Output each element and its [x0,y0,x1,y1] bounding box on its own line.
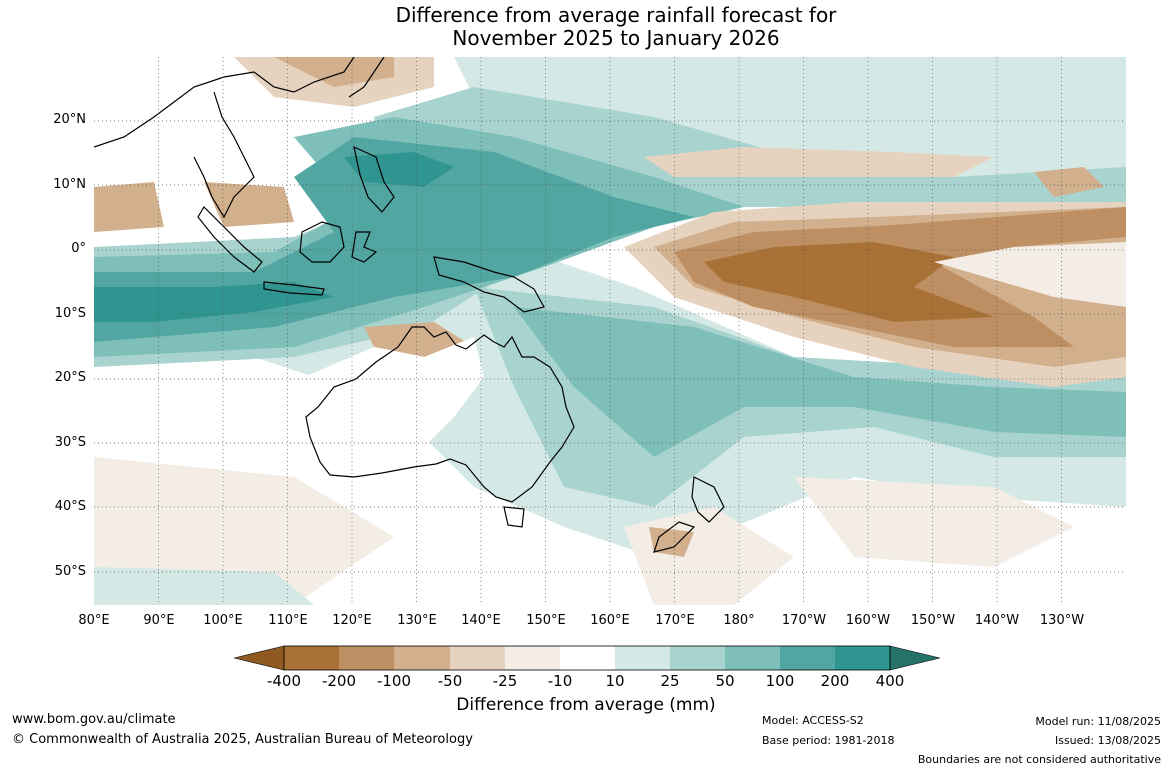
disclaimer-text: Boundaries are not considered authoritat… [917,753,1161,766]
australia-coastline [305,326,575,503]
brown-indochina [204,182,294,227]
lat-label-30s: 30°S [54,435,86,450]
neutral-australia [304,337,484,467]
colorbar-label-100: 100 [765,672,795,690]
lon-label-170e: 170°E [655,613,695,628]
teal-sw-corner [94,567,314,605]
colorbar-label-10: 10 [605,672,625,690]
colorbar-label-m25: -25 [492,672,518,690]
colorbar-label-25: 25 [660,672,680,690]
copyright-text: © Commonwealth of Australia 2025, Austra… [12,732,473,747]
new-zealand-north-coastline [691,476,725,523]
colorbar-segment-m400-m200 [284,646,339,670]
lon-label-130w: 130°W [1039,613,1085,628]
lon-label-110e: 110°E [268,613,308,628]
lon-label-150e: 150°E [526,613,566,628]
lon-label-170w: 170°W [781,613,827,628]
colorbar-label-m100: -100 [376,672,412,690]
colorbar-segment-100-200 [780,646,835,670]
lon-label-90e: 90°E [143,613,175,628]
asia-mainland-coastline [94,57,355,219]
colorbar-label-50: 50 [715,672,735,690]
japan-coastline [348,57,385,98]
colorbar-segment-200-400 [835,646,890,670]
lon-label-130e: 130°E [397,613,437,628]
brown-south-pacific [794,477,1074,567]
colorbar-segment-m100-m50 [394,646,450,670]
brown-hawaii-patch [1034,167,1104,197]
teal-strong-spcz [514,307,1126,457]
colorbar-segment-50-100 [725,646,780,670]
lat-label-50s: 50°S [54,564,86,579]
lat-label-40s: 40°S [54,499,86,514]
off-white-east-pacific [934,242,1126,307]
brown-bay-bengal [94,182,164,232]
brown-south-indian [94,457,394,605]
base-period-text: Base period: 1981-2018 [762,734,895,747]
brown-north-pacific [644,147,994,177]
philippines-coastline [353,145,395,213]
brown-core-equatorial [704,242,994,322]
lon-label-160e: 160°E [590,613,630,628]
colorbar-label-200: 200 [820,672,850,690]
java-coastline [263,281,325,296]
colorbar-label-400: 400 [875,672,905,690]
colorbar-segment-m200-m100 [339,646,394,670]
colorbar-canvas [233,645,941,671]
tasmania-coastline [503,506,525,528]
lon-label-100e: 100°E [203,613,243,628]
colorbar-label-m10: -10 [547,672,573,690]
model-text: Model: ACCESS-S2 [762,714,864,727]
lat-label-10n: 10°N [53,177,86,192]
sumatra-coastline [197,206,263,273]
colorbar-arrow-high [889,645,941,671]
colorbar-segment-m25-m10 [505,646,560,670]
lon-label-140e: 140°E [461,613,501,628]
map-title: Difference from average rainfall forecas… [0,4,1173,50]
coastlines [94,57,725,553]
website-link[interactable]: www.bom.gov.au/climate [12,712,176,727]
lon-label-180: 180° [723,613,755,628]
map-canvas [94,57,1126,605]
colorbar-segment-m10-10 [560,646,615,670]
lat-label-20n: 20°N [53,112,86,127]
teal-philippine-core [344,152,454,187]
borneo-coastline [299,221,345,263]
colorbar-segment-25-50 [670,646,725,670]
lon-label-80e: 80°E [78,613,110,628]
colorbar-segment-m50-m25 [450,646,505,670]
rainfall-anomaly-shading [94,57,1126,605]
colorbar [233,645,941,671]
new-guinea-coastline [433,256,545,313]
colorbar-outline [283,645,891,671]
new-zealand-south-coastline [653,521,696,553]
rainfall-anomaly-map [94,57,1126,605]
brown-nz-patch [649,527,694,557]
colorbar-title: Difference from average (mm) [456,695,716,715]
brown-south-china [274,57,394,87]
lon-label-160w: 160°W [845,613,891,628]
teal-indian-core [94,282,334,322]
colorbar-label-m50: -50 [437,672,463,690]
lat-label-20s: 20°S [54,370,86,385]
lat-label-10s: 10°S [54,306,86,321]
colorbar-arrow-low [233,645,285,671]
lat-label-0: 0° [71,241,86,256]
colorbar-label-m400: -400 [266,672,302,690]
colorbar-segment-10-25 [615,646,670,670]
lon-label-120e: 120°E [332,613,372,628]
title-line-2: November 2025 to January 2026 [452,26,780,50]
lon-label-140w: 140°W [974,613,1020,628]
model-run-text: Model run: 11/08/2025 [1035,715,1161,728]
colorbar-label-m200: -200 [321,672,357,690]
title-line-1: Difference from average rainfall forecas… [395,3,837,27]
graticule [94,57,1126,605]
issued-text: Issued: 13/08/2025 [1054,734,1161,747]
lon-label-150w: 150°W [910,613,956,628]
